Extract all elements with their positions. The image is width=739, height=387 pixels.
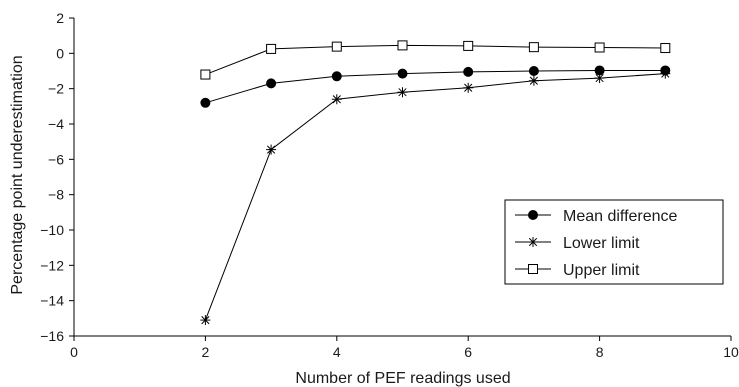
data-point xyxy=(528,42,539,53)
data-point xyxy=(266,78,277,89)
data-point xyxy=(463,66,474,77)
y-tick-label: −14 xyxy=(40,293,64,309)
x-tick-label: 6 xyxy=(464,344,472,360)
data-point xyxy=(200,69,211,80)
y-tick-label: −6 xyxy=(48,151,64,167)
series-1 xyxy=(200,65,671,108)
series-line xyxy=(205,44,666,75)
data-point xyxy=(528,66,539,76)
data-point xyxy=(331,41,342,52)
data-point xyxy=(463,82,474,93)
data-point xyxy=(660,43,671,54)
series-3 xyxy=(200,40,671,80)
marker-stroke xyxy=(661,69,670,78)
marker-stroke xyxy=(528,237,538,247)
data-point xyxy=(528,75,539,86)
x-axis-title: Number of PEF readings used xyxy=(295,370,510,387)
legend-item: Mean difference xyxy=(515,208,678,225)
data-point xyxy=(397,40,408,51)
data-point xyxy=(331,94,342,105)
legend-marker xyxy=(528,210,538,220)
ticks: −16 −14 −12 −10 −8 −6 −4 −2 0 2 0 2 4 6 8 10 xyxy=(40,10,739,360)
data-point xyxy=(594,42,605,53)
y-tick-label: −10 xyxy=(40,222,64,238)
x-tick-label: 0 xyxy=(70,344,78,360)
data-point xyxy=(266,144,277,155)
y-tick-label: −4 xyxy=(48,116,64,132)
data-point xyxy=(397,68,408,79)
marker-stroke xyxy=(398,88,407,97)
data-point xyxy=(200,315,211,326)
legend-marker xyxy=(528,264,538,274)
data-point xyxy=(331,71,342,82)
x-tick-label: 2 xyxy=(202,344,210,360)
data-point xyxy=(266,43,277,54)
series-layer xyxy=(200,40,671,326)
legend-item: Lower limit xyxy=(515,235,640,252)
series-line xyxy=(204,73,666,321)
y-tick-label: −8 xyxy=(48,187,64,203)
axes xyxy=(73,18,731,337)
legend-label: Lower limit xyxy=(563,235,640,252)
series-2 xyxy=(200,68,671,326)
marker-stroke xyxy=(266,145,276,154)
x-tick-label: 4 xyxy=(333,344,341,360)
legend: Mean difference Lower limit Upper limit xyxy=(504,199,724,285)
marker-stroke xyxy=(529,76,539,85)
x-tick-label: 10 xyxy=(723,344,739,360)
legend-label: Mean difference xyxy=(563,208,678,225)
y-tick-label: −2 xyxy=(48,81,64,97)
data-point xyxy=(397,87,408,98)
marker-stroke xyxy=(201,315,210,325)
x-tick-label: 8 xyxy=(596,344,604,360)
y-axis-title: Percentage point underestimation xyxy=(9,55,26,294)
legend-marker xyxy=(528,237,538,247)
marker-stroke xyxy=(464,83,473,92)
y-tick-label: −16 xyxy=(40,328,64,344)
y-tick-label: −12 xyxy=(40,257,64,273)
marker-stroke xyxy=(332,95,341,104)
marker-stroke xyxy=(595,73,604,83)
legend-label: Upper limit xyxy=(563,262,640,279)
data-point xyxy=(594,73,605,84)
legend-item: Upper limit xyxy=(515,262,640,279)
data-point xyxy=(463,40,474,51)
y-tick-label: 0 xyxy=(56,45,64,61)
series-line xyxy=(205,69,666,104)
y-tick-label: 2 xyxy=(56,10,64,26)
data-point xyxy=(660,68,671,79)
data-point xyxy=(200,97,211,108)
